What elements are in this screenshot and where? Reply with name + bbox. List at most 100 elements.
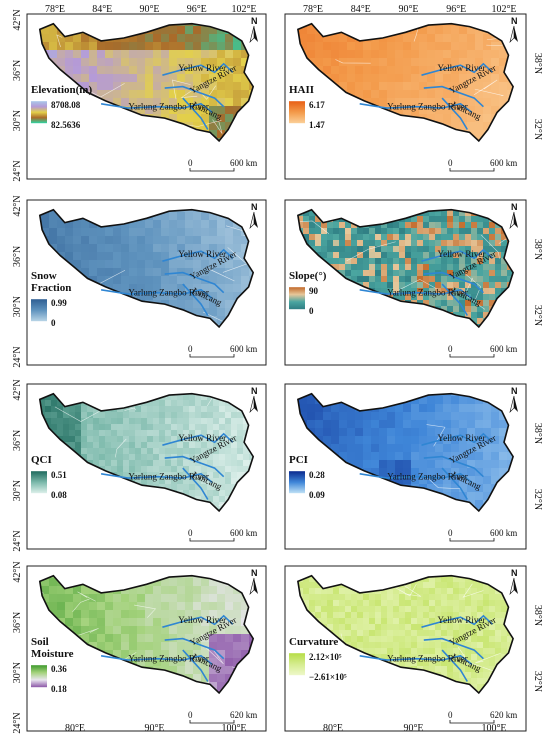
raster-cell <box>105 594 114 603</box>
raster-cell <box>141 430 148 437</box>
raster-cell <box>467 468 476 477</box>
raster-cell <box>153 284 162 293</box>
raster-cell <box>451 412 460 421</box>
raster-cell <box>419 468 428 477</box>
raster-cell <box>369 606 376 613</box>
raster-cell <box>63 418 70 425</box>
raster-cell <box>453 600 460 607</box>
raster-cell <box>171 430 178 437</box>
raster-cell <box>483 58 492 67</box>
raster-cell <box>217 610 226 619</box>
raster-cell <box>209 308 218 317</box>
raster-cell <box>347 82 356 91</box>
raster-cell <box>207 472 214 479</box>
raster-cell <box>209 252 218 261</box>
north-label: N <box>251 16 258 26</box>
raster-cell <box>121 268 130 277</box>
raster-cell <box>507 270 514 277</box>
raster-cell <box>489 246 496 253</box>
raster-cell <box>459 300 466 307</box>
raster-cell <box>483 246 490 253</box>
raster-cell <box>161 642 170 651</box>
raster-cell <box>423 294 430 301</box>
lon-label: 102°E <box>231 4 256 15</box>
raster-cell <box>161 626 170 635</box>
raster-cell <box>193 260 202 269</box>
raster-cell <box>233 268 242 277</box>
raster-cell <box>105 424 112 431</box>
raster-cell <box>387 42 396 51</box>
raster-cell <box>153 50 162 59</box>
raster-cell <box>345 240 352 247</box>
raster-cell <box>453 306 460 313</box>
raster-cell <box>339 600 346 607</box>
raster-cell <box>371 82 380 91</box>
raster-cell <box>49 228 58 237</box>
raster-cell <box>217 244 226 253</box>
raster-cell <box>467 452 476 461</box>
raster-cell <box>41 594 50 603</box>
raster-cell <box>339 42 348 51</box>
raster-cell <box>185 642 194 651</box>
raster-cell <box>467 484 476 493</box>
raster-cell <box>129 260 138 269</box>
raster-cell <box>443 90 452 99</box>
raster-cell <box>161 58 170 67</box>
lon-label: 102°E <box>491 4 516 15</box>
raster-cell <box>495 606 502 613</box>
raster-cell <box>225 610 234 619</box>
raster-cell <box>331 444 340 453</box>
river-line <box>359 472 473 484</box>
raster-cell <box>105 448 112 455</box>
raster-cell <box>307 26 316 35</box>
raster-cell <box>213 442 220 449</box>
raster-cell <box>153 220 162 229</box>
raster-cell <box>423 582 430 589</box>
raster-cell <box>307 412 316 421</box>
raster-cell <box>441 594 448 601</box>
raster-cell <box>183 430 190 437</box>
raster-cell <box>193 26 202 35</box>
raster-cell <box>145 618 154 627</box>
raster-cell <box>225 244 234 253</box>
raster-cell <box>219 484 226 491</box>
lon-label: 84°E <box>92 4 112 15</box>
legend-min: 0 <box>51 318 56 328</box>
lat-label: 38°N <box>532 423 543 444</box>
raster-cell <box>381 246 388 253</box>
raster-cell <box>137 268 146 277</box>
raster-cell <box>73 244 82 253</box>
raster-cell <box>225 300 234 309</box>
raster-cell <box>411 282 418 289</box>
raster-cell <box>467 122 476 131</box>
raster-cell <box>123 424 130 431</box>
raster-cell <box>121 602 130 611</box>
raster-cell <box>411 594 418 601</box>
raster-cell <box>233 626 242 635</box>
raster-cell <box>399 228 406 235</box>
raster-cell <box>225 484 232 491</box>
raster-cell <box>159 430 166 437</box>
raster-cell <box>117 454 124 461</box>
raster-cell <box>467 492 476 501</box>
raster-cell <box>121 98 130 107</box>
raster-cell <box>483 34 492 43</box>
raster-cell <box>405 276 412 283</box>
raster-cell <box>423 234 430 241</box>
raster-cell <box>135 406 142 413</box>
raster-cell <box>447 228 454 235</box>
raster-cell <box>371 90 380 99</box>
raster-cell <box>177 658 186 667</box>
raster-cell <box>233 658 242 667</box>
raster-cell <box>231 436 238 443</box>
raster-cell <box>395 412 404 421</box>
raster-cell <box>123 430 130 437</box>
raster-cell <box>403 82 412 91</box>
raster-cell <box>201 66 210 75</box>
raster-cell <box>379 50 388 59</box>
river-label: Yarlung Zangbo River <box>128 472 209 482</box>
raster-cell <box>123 448 130 455</box>
raster-cell <box>351 600 358 607</box>
raster-cell <box>89 236 98 245</box>
raster-cell <box>419 396 428 405</box>
